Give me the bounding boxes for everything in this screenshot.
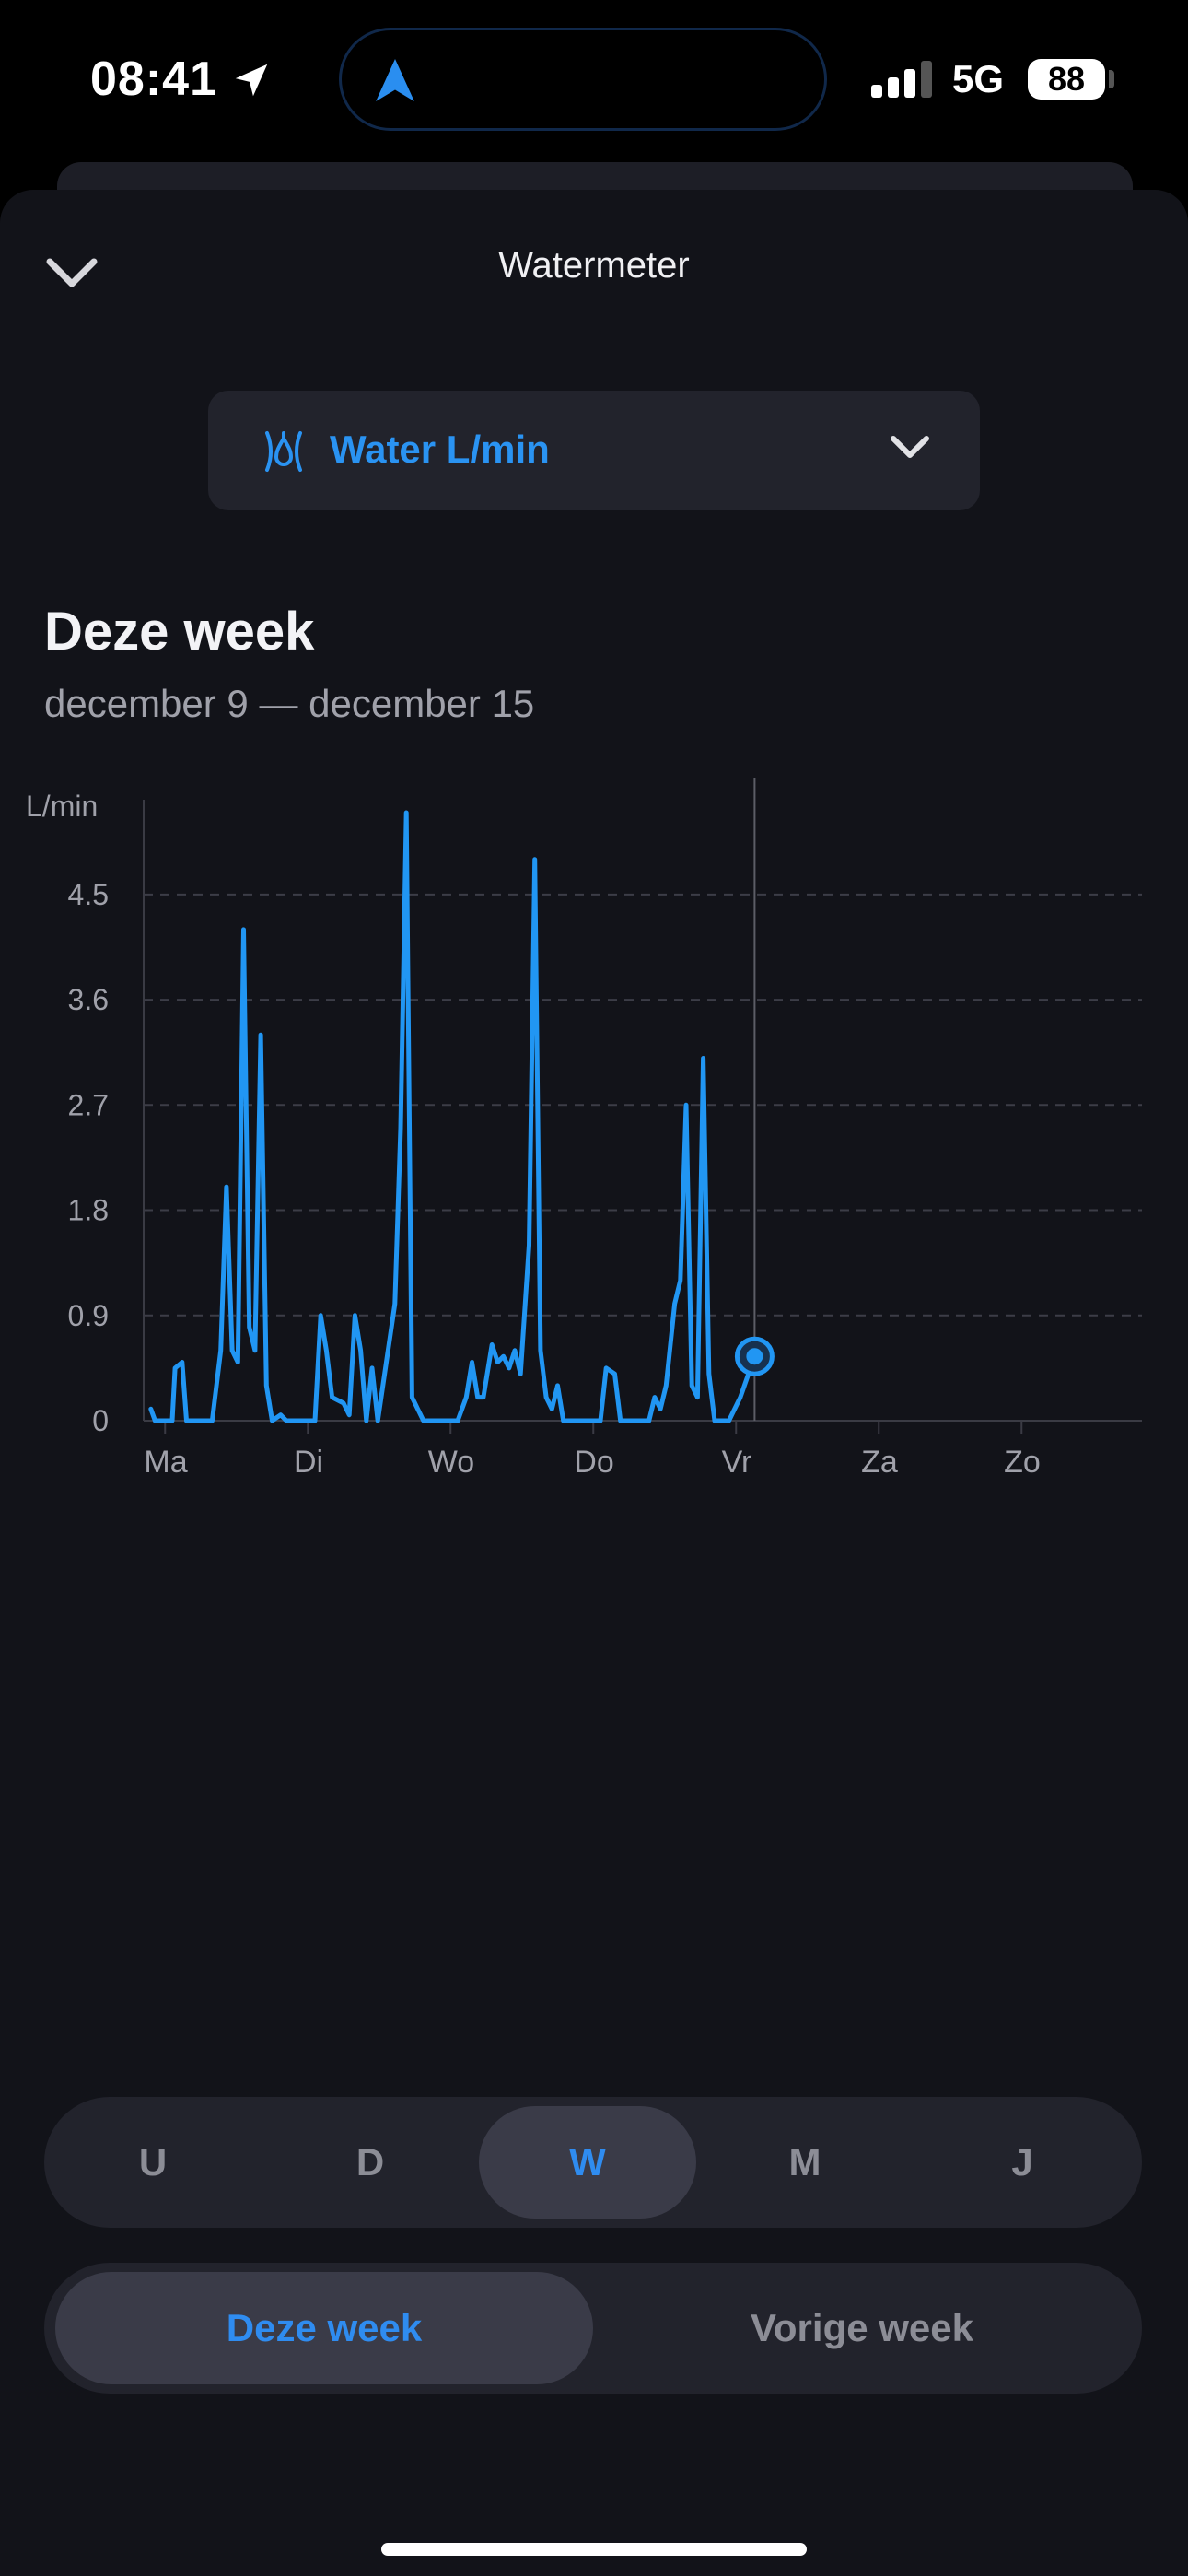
chart-grid [144,893,1142,1317]
network-type: 5G [952,57,1005,100]
cellular-signal-icon [871,61,932,98]
x-tick-label: Do [574,1445,613,1480]
tab-resolution-w[interactable]: W [479,2106,696,2219]
tab-resolution-j[interactable]: J [1011,2140,1033,2184]
x-tick-label: Vr [722,1445,752,1480]
y-tick-label: 0 [92,1404,109,1437]
home-indicator[interactable] [381,2543,807,2556]
period-title: Deze week [44,602,315,662]
tab-range-deze-week[interactable]: Deze week [55,2272,593,2384]
current-value-marker-dot [746,1348,763,1365]
metric-label: Water L/min [330,427,550,471]
status-time: 08:41 [90,53,217,106]
navigation-arrow-icon [376,59,414,101]
x-tick-label: Za [861,1445,898,1480]
metric-selector[interactable]: Water L/min [208,391,980,510]
status-bar: 08:41 5G 88 [0,0,1188,166]
water-flow-chart[interactable]: 0 0.9 1.8 2.7 3.6 4.5 Ma Di Wo Do Vr Za Zo L/min [0,774,1188,1493]
series-line [148,810,757,1423]
x-tick-label: Ma [144,1445,187,1480]
x-tick-label: Di [294,1445,323,1480]
water-meter-icon [265,431,302,472]
y-tick-label: 0.9 [68,1299,109,1332]
y-tick-label: 3.6 [68,983,109,1016]
y-axis-label: L/min [26,790,98,823]
range-tabs: Deze week Vorige week [44,2263,1142,2394]
battery-level: 88 [1028,59,1105,100]
x-axis-ticks: Ma Di Wo Do Vr Za Zo [144,1421,1041,1480]
tab-range-vorige-week[interactable]: Vorige week [751,2306,973,2349]
chevron-down-icon[interactable] [41,243,103,299]
location-arrow-icon [235,64,268,97]
x-tick-label: Zo [1004,1445,1041,1480]
dynamic-island [339,28,827,131]
y-tick-label: 4.5 [68,878,109,911]
tab-resolution-d[interactable]: D [355,2140,385,2184]
tab-resolution-m[interactable]: M [788,2140,821,2184]
page-title: Watermeter [498,245,690,286]
battery-tip [1109,70,1114,88]
y-tick-label: 1.8 [68,1194,109,1227]
y-tick-label: 2.7 [68,1088,109,1121]
tab-resolution-u[interactable]: U [138,2140,168,2184]
y-axis-ticks: 0 0.9 1.8 2.7 3.6 4.5 [68,878,109,1437]
period-range: december 9 — december 15 [44,682,535,725]
chevron-down-icon [891,436,929,458]
x-tick-label: Wo [428,1445,474,1480]
